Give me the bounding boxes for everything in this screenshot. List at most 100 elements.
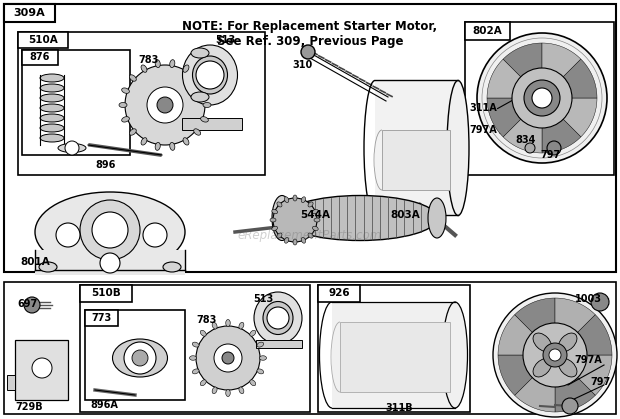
- Ellipse shape: [155, 142, 160, 150]
- Ellipse shape: [226, 320, 230, 326]
- Bar: [318, 285, 470, 412]
- Ellipse shape: [182, 45, 237, 105]
- Ellipse shape: [293, 195, 297, 201]
- Circle shape: [525, 143, 535, 153]
- Bar: [465, 22, 510, 40]
- Bar: [18, 32, 265, 175]
- Ellipse shape: [119, 103, 127, 108]
- Text: 801A: 801A: [20, 257, 50, 267]
- Bar: [4, 282, 616, 414]
- Circle shape: [147, 87, 183, 123]
- Text: 797: 797: [540, 150, 560, 160]
- Polygon shape: [555, 315, 612, 355]
- Ellipse shape: [263, 302, 293, 334]
- Ellipse shape: [312, 226, 318, 230]
- Bar: [22, 50, 58, 65]
- Circle shape: [196, 61, 224, 89]
- Bar: [375, 80, 458, 215]
- Polygon shape: [487, 59, 542, 98]
- Text: 773: 773: [91, 313, 112, 323]
- Ellipse shape: [112, 339, 167, 377]
- Ellipse shape: [239, 322, 244, 329]
- Ellipse shape: [40, 84, 64, 92]
- Circle shape: [547, 141, 561, 155]
- Circle shape: [143, 223, 167, 247]
- Ellipse shape: [141, 138, 147, 145]
- Circle shape: [24, 297, 40, 313]
- Circle shape: [100, 253, 120, 273]
- Ellipse shape: [260, 356, 267, 360]
- Text: 510A: 510A: [28, 35, 58, 45]
- Ellipse shape: [559, 359, 577, 377]
- Text: 783: 783: [138, 55, 158, 65]
- Ellipse shape: [212, 322, 217, 329]
- Bar: [80, 285, 310, 412]
- Circle shape: [125, 65, 205, 145]
- Bar: [80, 285, 132, 302]
- Circle shape: [124, 342, 156, 374]
- Ellipse shape: [250, 380, 255, 386]
- Ellipse shape: [285, 238, 289, 243]
- Ellipse shape: [191, 92, 209, 102]
- Ellipse shape: [39, 262, 57, 272]
- Bar: [256, 340, 302, 348]
- Circle shape: [65, 141, 79, 155]
- Ellipse shape: [203, 103, 211, 108]
- Text: 311A: 311A: [469, 103, 497, 113]
- Ellipse shape: [201, 116, 208, 122]
- Ellipse shape: [201, 88, 208, 93]
- Bar: [22, 50, 130, 155]
- Bar: [4, 4, 616, 272]
- Polygon shape: [542, 98, 581, 153]
- Ellipse shape: [200, 380, 206, 386]
- Text: 510B: 510B: [91, 289, 121, 298]
- Ellipse shape: [226, 390, 230, 396]
- Circle shape: [80, 200, 140, 260]
- Polygon shape: [498, 315, 555, 355]
- Ellipse shape: [428, 198, 446, 238]
- Ellipse shape: [40, 134, 64, 142]
- Ellipse shape: [58, 143, 86, 153]
- Circle shape: [196, 326, 260, 390]
- Text: 797A: 797A: [574, 355, 602, 365]
- Ellipse shape: [191, 48, 209, 58]
- Text: 876: 876: [30, 52, 50, 62]
- Ellipse shape: [192, 369, 199, 374]
- Ellipse shape: [301, 238, 306, 243]
- Ellipse shape: [272, 196, 292, 241]
- Ellipse shape: [130, 75, 136, 81]
- Ellipse shape: [257, 342, 264, 347]
- Bar: [18, 32, 68, 48]
- Circle shape: [512, 68, 572, 128]
- Circle shape: [562, 398, 578, 414]
- Ellipse shape: [293, 239, 297, 245]
- Polygon shape: [515, 298, 555, 355]
- Text: 926: 926: [328, 289, 350, 298]
- Text: 310: 310: [292, 60, 312, 70]
- Ellipse shape: [277, 202, 282, 207]
- Polygon shape: [555, 298, 595, 355]
- Text: 783: 783: [196, 315, 216, 325]
- Ellipse shape: [239, 387, 244, 394]
- Circle shape: [214, 344, 242, 372]
- Bar: [182, 118, 242, 130]
- Circle shape: [32, 358, 52, 378]
- Text: 697: 697: [17, 299, 37, 309]
- Text: 797: 797: [590, 377, 610, 387]
- Text: 513: 513: [215, 35, 235, 45]
- Text: 896A: 896A: [90, 400, 118, 410]
- Circle shape: [301, 45, 315, 59]
- Ellipse shape: [254, 292, 302, 344]
- Text: 544A: 544A: [300, 210, 330, 220]
- Ellipse shape: [35, 192, 185, 272]
- Polygon shape: [487, 98, 542, 137]
- Ellipse shape: [443, 302, 467, 408]
- Polygon shape: [503, 98, 542, 153]
- Ellipse shape: [40, 114, 64, 122]
- Polygon shape: [515, 355, 555, 412]
- Ellipse shape: [250, 330, 255, 336]
- Text: eReplacementParts.com: eReplacementParts.com: [238, 228, 382, 241]
- Ellipse shape: [170, 142, 175, 150]
- Ellipse shape: [312, 210, 318, 214]
- Ellipse shape: [285, 197, 289, 202]
